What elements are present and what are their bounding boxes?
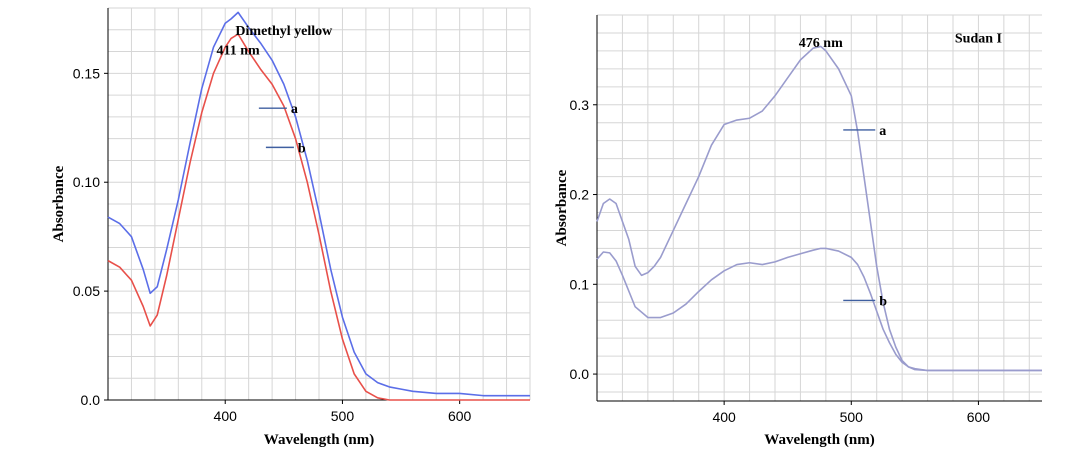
x-tick-label: 400 bbox=[214, 408, 238, 424]
peak-annotation: 411 nm bbox=[217, 43, 261, 58]
y-tick-label: 0.15 bbox=[73, 65, 100, 81]
series-label-b: b bbox=[879, 294, 887, 309]
series-line-a bbox=[107, 11, 530, 397]
series-line-b bbox=[596, 247, 1042, 372]
x-tick-label: 500 bbox=[331, 408, 355, 424]
x-tick-label: 500 bbox=[840, 409, 864, 425]
x-tick-label: 600 bbox=[967, 409, 991, 425]
y-tick-label: 0.2 bbox=[570, 187, 590, 203]
compound-title: Dimethyl yellow bbox=[235, 24, 333, 39]
x-tick-label: 600 bbox=[448, 408, 472, 424]
series-line-a bbox=[596, 45, 1042, 372]
series-line-b bbox=[107, 33, 530, 401]
series-label-b: b bbox=[298, 141, 306, 156]
x-tick-label: 400 bbox=[712, 409, 736, 425]
y-axis-title: Absorbance bbox=[554, 169, 570, 246]
series-label-a: a bbox=[879, 124, 886, 139]
y-tick-label: 0.1 bbox=[570, 276, 590, 292]
y-axis-title: Absorbance bbox=[51, 165, 67, 242]
dimethyl-yellow-chart: 400 500 600 0.0 0.05 0.10 0.15 Dimethyl yellow 4… bbox=[51, 7, 531, 448]
x-axis-title: Wavelength (nm) bbox=[264, 432, 374, 448]
sudan-i-chart: 400 500 600 0.0 0.1 0.2 0.3 Sudan I 476 nm a b Wave… bbox=[554, 14, 1042, 448]
x-axis-title: Wavelength (nm) bbox=[764, 432, 874, 448]
y-tick-label: 0.0 bbox=[81, 392, 101, 408]
compound-title: Sudan I bbox=[955, 31, 1002, 46]
series-label-a: a bbox=[291, 102, 298, 117]
y-tick-label: 0.3 bbox=[570, 97, 590, 113]
y-tick-label: 0.0 bbox=[570, 366, 590, 382]
peak-annotation: 476 nm bbox=[799, 36, 843, 51]
y-tick-label: 0.05 bbox=[73, 283, 100, 299]
y-tick-label: 0.10 bbox=[73, 174, 100, 190]
